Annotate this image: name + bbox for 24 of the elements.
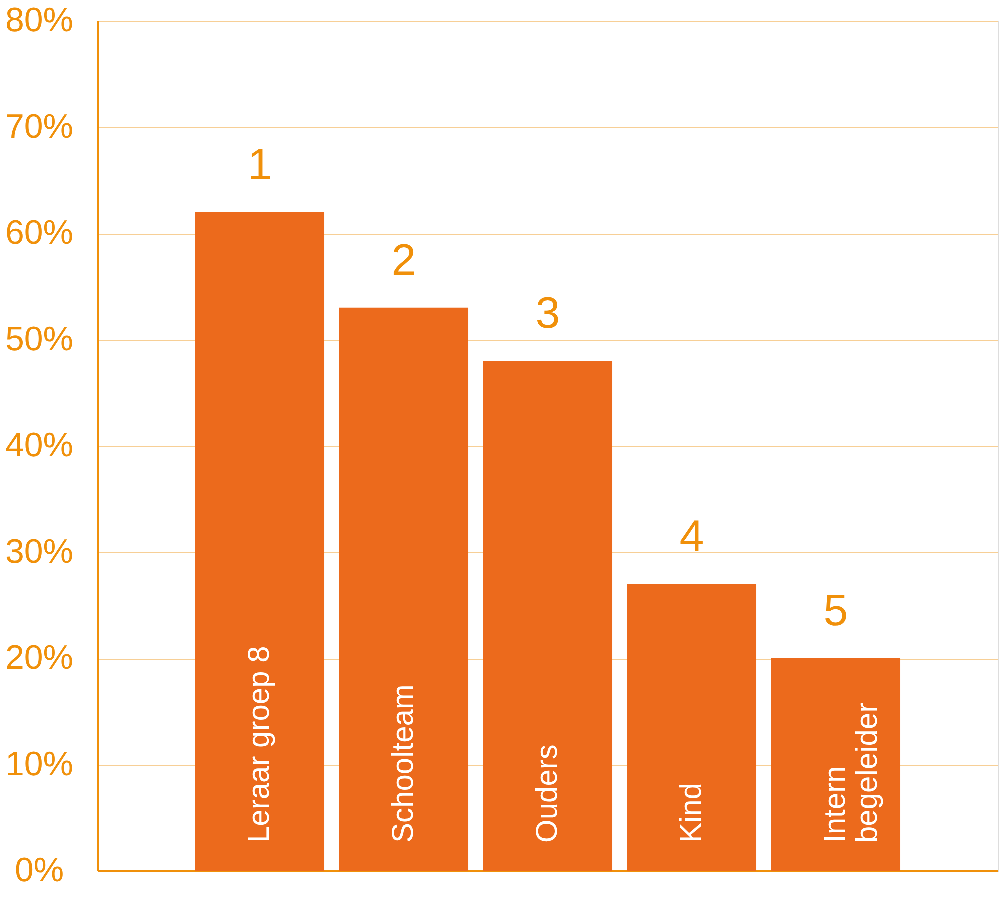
bar (483, 361, 613, 871)
y-tick-label: 50% (5, 320, 74, 358)
x-tick-label: Kind (675, 782, 708, 843)
y-tick-label: 0% (14, 852, 64, 890)
annotation: 5 (824, 586, 848, 636)
y-tick-label: 60% (5, 214, 74, 252)
annotation: 4 (680, 512, 704, 562)
annotation: 3 (536, 289, 560, 338)
y-tick-label: 20% (5, 639, 74, 677)
y-tick-label: 40% (5, 426, 74, 464)
bar (339, 308, 469, 871)
bar (195, 212, 325, 871)
y-tick-label: 70% (5, 108, 74, 146)
x-tick-label: Ouders (531, 744, 564, 843)
annotation: 2 (392, 236, 416, 285)
x-tick-label: Intern begeleider (819, 702, 884, 843)
y-tick-label: 80% (5, 2, 74, 40)
x-tick-label: Schoolteam (387, 684, 420, 843)
y-tick-label: 10% (5, 745, 74, 784)
x-tick-label: Leraar groep 8 (243, 646, 276, 843)
annotation: 1 (248, 140, 272, 190)
y-tick-label: 30% (5, 532, 74, 571)
bar (627, 584, 757, 871)
bar (771, 658, 901, 871)
